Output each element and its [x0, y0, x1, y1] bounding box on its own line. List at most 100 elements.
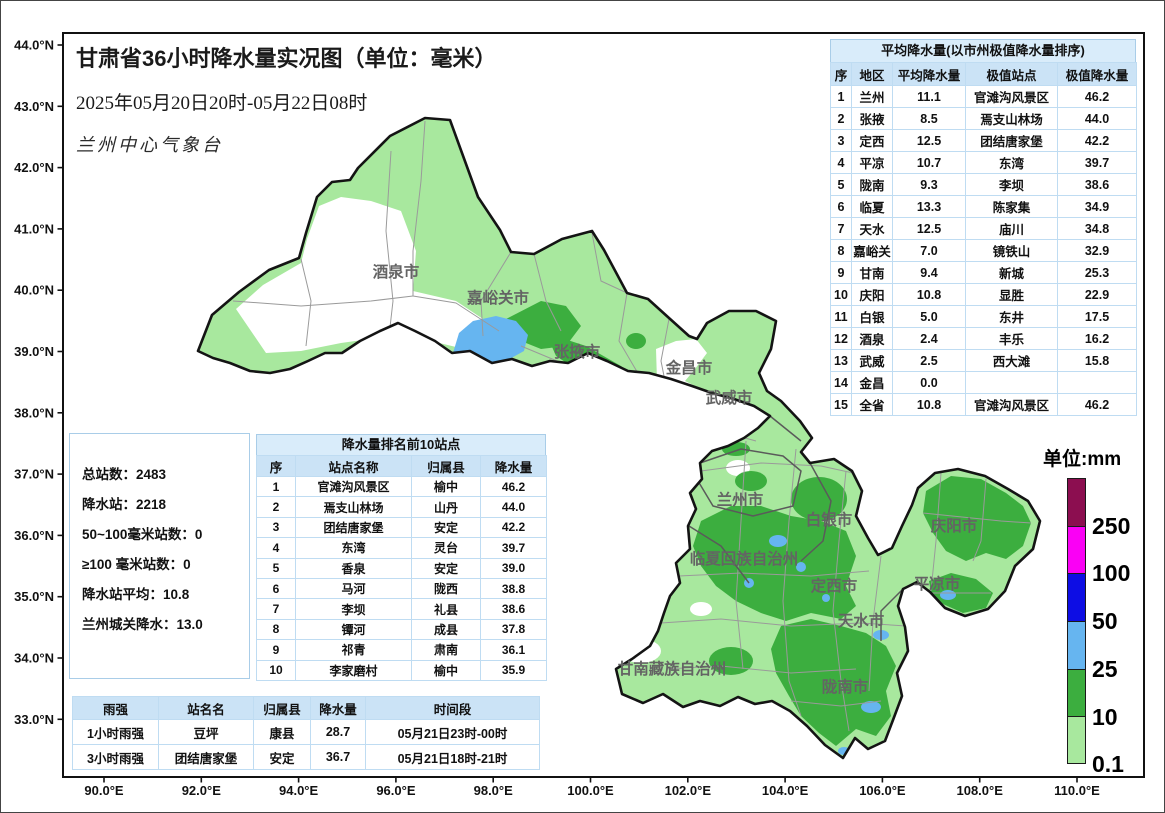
column-header: 归属县: [253, 696, 311, 720]
table-header-row: 序地区 平均降水量 极值站点 极值降水量: [830, 62, 1137, 86]
table-cell: 7: [256, 598, 296, 620]
top10-stations-table: 序站点名称 归属县 降水量 1 官滩沟风景区 榆中 46.2 2 焉支山林场 山丹 44.0 3 团结…: [256, 455, 547, 681]
table-row: 7 李坝 礼县 38.6: [256, 598, 547, 620]
table-cell: 2: [256, 496, 296, 518]
table-row: 2 张掖 8.5 焉支山林场 44.0: [830, 107, 1137, 130]
table-row: 5 陇南 9.3 李坝 38.6: [830, 173, 1137, 196]
top10-table-title: 降水量排名前10站点: [256, 434, 546, 455]
table-cell: 42.2: [1057, 129, 1137, 152]
table-cell: 35.9: [480, 659, 547, 681]
table-cell: 马河: [295, 577, 412, 600]
table-row: 6 临夏 13.3 陈家集 34.9: [830, 195, 1137, 218]
stat-line: 总站数：2483: [82, 467, 167, 482]
stat-line: 50~100毫米站数：0: [82, 527, 203, 542]
table-cell: 46.2: [480, 475, 547, 498]
legend-swatch: [1067, 668, 1086, 717]
table-cell: 张掖: [851, 107, 893, 130]
table-cell: 12.5: [892, 217, 966, 240]
table-cell: 定西: [851, 129, 893, 152]
avg-table-head: 序地区 平均降水量 极值站点 极值降水量: [830, 62, 1137, 86]
table-cell: 16.2: [1057, 327, 1137, 350]
lon-tick-label: 96.0°E: [376, 783, 416, 798]
table-cell: 2: [830, 107, 852, 130]
table-cell: 焉支山林场: [295, 496, 412, 518]
table-cell: 37.8: [480, 618, 547, 641]
column-header: 降水量: [310, 696, 366, 720]
province-border: [196, 116, 1042, 760]
table-row: 1小时雨强 豆坪 康县 28.7 05月21日23时-00时: [72, 719, 540, 745]
table-cell: 东井: [965, 305, 1058, 328]
table-cell: 酒泉: [851, 327, 893, 350]
table-cell: 36.7: [310, 744, 366, 770]
table-cell: 4: [256, 537, 296, 559]
table-cell: 官滩沟风景区: [295, 475, 412, 498]
region-label: 酒泉市: [373, 262, 420, 281]
table-cell: 庆阳: [851, 283, 893, 306]
table-cell: 焉支山林场: [965, 107, 1058, 130]
table-cell: 3小时雨强: [72, 744, 159, 770]
lat-tick-label: 34.0°N: [14, 651, 54, 666]
column-header: 极值站点: [965, 62, 1058, 86]
table-cell: 陇西: [411, 577, 481, 600]
table-cell: 5: [256, 557, 296, 579]
region-label: 庆阳市: [931, 516, 978, 535]
table-cell: 全省: [851, 393, 893, 416]
table-cell: 团结唐家堡: [158, 744, 254, 770]
table-cell: 1小时雨强: [72, 719, 159, 745]
legend-value-label: 100: [1092, 560, 1131, 587]
table-row: 11 白银 5.0 东井 17.5: [830, 305, 1137, 328]
column-header: 归属县: [411, 455, 481, 477]
lon-tick-label: 100.0°E: [567, 783, 614, 798]
table-cell: 34.9: [1057, 195, 1137, 218]
lat-tick-label: 43.0°N: [14, 99, 54, 114]
table-row: 10 李家磨村 榆中 35.9: [256, 659, 547, 681]
table-cell: 8.5: [892, 107, 966, 130]
table-row: 1 兰州 11.1 官滩沟风景区 46.2: [830, 85, 1137, 108]
region-label: 天水市: [838, 611, 885, 630]
table-cell: 4: [830, 151, 852, 174]
region-label: 张掖市: [554, 342, 601, 361]
table-cell: 团结唐家堡: [965, 129, 1058, 152]
table-cell: 镜铁山: [965, 239, 1058, 262]
table-cell: 39.7: [480, 537, 547, 559]
table-cell: 丰乐: [965, 327, 1058, 350]
table-cell: 6: [830, 195, 852, 218]
table-cell: 镡河: [295, 618, 412, 641]
table-cell: 14: [830, 371, 852, 394]
table-cell: 9.4: [892, 261, 966, 284]
table-cell: 10.7: [892, 151, 966, 174]
table-cell: 25.3: [1057, 261, 1137, 284]
column-header: 雨强: [72, 696, 159, 720]
table-header-row: 雨强 站名名 归属县 降水量 时间段: [72, 696, 540, 720]
table-cell: 1: [256, 475, 296, 498]
stat-line: 兰州城关降水：13.0: [82, 617, 203, 632]
table-cell: 0.0: [892, 371, 966, 394]
legend-value-label: 10: [1092, 703, 1118, 730]
lat-tick-label: 36.0°N: [14, 528, 54, 543]
region-label: 白银市: [806, 510, 853, 529]
table-cell: 嘉峪关: [851, 239, 893, 262]
legend-swatch: [1067, 716, 1086, 765]
region-label: 武威市: [706, 388, 753, 407]
lon-tick-label: 110.0°E: [1054, 783, 1100, 798]
lat-tick-label: 44.0°N: [14, 38, 54, 53]
table-cell: 5: [830, 173, 852, 196]
table-cell: 兰州: [851, 85, 893, 108]
station-stats-lines: 总站数：2483 降水站：2218 50~100毫米站数：0 ≥100 毫米站数：0 降…: [82, 460, 249, 640]
table-row: 2 焉支山林场 山丹 44.0: [256, 496, 547, 518]
table-row: 7 天水 12.5 庙川 34.8: [830, 217, 1137, 240]
table-cell: 安定: [411, 516, 481, 539]
table-cell: 44.0: [1057, 107, 1137, 130]
table-cell: 东湾: [295, 537, 412, 559]
table-cell: 13.3: [892, 195, 966, 218]
map-period: 2025年05月20日20时-05月22日08时: [76, 93, 368, 114]
legend-color-bar: [1067, 478, 1086, 765]
table-cell: 李坝: [965, 173, 1058, 196]
legend-swatch: [1067, 621, 1086, 669]
table-cell: 46.2: [1057, 85, 1137, 108]
table-cell: 46.2: [1057, 393, 1137, 416]
lat-tick-label: 41.0°N: [14, 221, 54, 236]
table-cell: 28.7: [310, 719, 366, 745]
table-cell: [965, 371, 1058, 394]
table-cell: 新城: [965, 261, 1058, 284]
